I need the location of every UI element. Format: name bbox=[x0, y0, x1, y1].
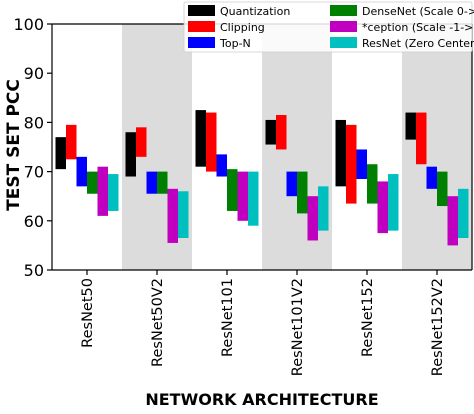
range-bar bbox=[265, 119, 276, 145]
x-tick-label: ResNet101 bbox=[220, 278, 236, 357]
range-bar bbox=[178, 191, 189, 239]
legend-swatch bbox=[330, 5, 357, 16]
y-tick-label: 60 bbox=[24, 212, 44, 231]
range-bar bbox=[276, 115, 287, 150]
shaded-bands bbox=[122, 24, 472, 270]
range-bar bbox=[146, 171, 157, 194]
y-tick-labels: 50 60 70 80 90 100 bbox=[13, 15, 52, 280]
range-bar bbox=[335, 119, 346, 187]
range-bar bbox=[388, 174, 399, 231]
shaded-band bbox=[262, 24, 332, 270]
legend-swatch bbox=[188, 21, 215, 32]
range-bar bbox=[216, 154, 227, 177]
legend: Quantization Clipping Top-N DenseNet (Scale… bbox=[183, 1, 474, 53]
range-bar bbox=[87, 171, 98, 194]
range-bar bbox=[157, 171, 168, 194]
legend-label: Top-N bbox=[219, 37, 251, 50]
range-bar bbox=[195, 110, 206, 167]
y-axis-label: TEST SET PCC bbox=[4, 79, 24, 211]
y-tick-label: 80 bbox=[24, 113, 44, 132]
legend-swatch bbox=[188, 37, 215, 48]
range-bar bbox=[167, 188, 178, 243]
x-tick-labels: ResNet50 ResNet50V2 ResNet101 ResNet101V2 Re… bbox=[80, 270, 446, 376]
range-bar bbox=[426, 166, 437, 189]
range-bar bbox=[237, 171, 248, 221]
x-tick-label: ResNet152 bbox=[360, 278, 376, 357]
range-bar bbox=[76, 156, 87, 187]
y-tick-label: 70 bbox=[24, 163, 44, 182]
range-bar bbox=[97, 166, 108, 216]
range-bar bbox=[416, 112, 427, 165]
legend-label: Quantization bbox=[220, 5, 290, 18]
legend-swatch bbox=[188, 5, 215, 16]
range-bar bbox=[55, 137, 66, 170]
x-tick-label: ResNet50 bbox=[80, 278, 96, 348]
range-bar bbox=[307, 196, 318, 241]
range-bar bbox=[377, 181, 388, 234]
legend-label: *ception (Scale -1->1) bbox=[362, 21, 474, 34]
legend-swatch bbox=[330, 21, 357, 32]
range-bar bbox=[458, 188, 469, 239]
x-tick-label: ResNet101V2 bbox=[290, 278, 306, 376]
range-bar bbox=[447, 196, 458, 246]
range-bar bbox=[356, 149, 367, 179]
range-bar bbox=[248, 171, 259, 226]
legend-label: ResNet (Zero Centered) bbox=[362, 37, 474, 50]
range-bar bbox=[437, 171, 448, 207]
range-bar bbox=[227, 169, 238, 211]
range-bar bbox=[318, 186, 329, 231]
range-bar bbox=[346, 124, 357, 204]
y-tick-label: 100 bbox=[13, 15, 44, 34]
x-tick-label: ResNet50V2 bbox=[150, 278, 166, 367]
range-bar bbox=[286, 171, 297, 197]
range-bar bbox=[297, 171, 308, 214]
y-tick-label: 50 bbox=[24, 261, 44, 280]
bars bbox=[55, 110, 469, 246]
range-bar bbox=[206, 112, 217, 172]
range-bar bbox=[367, 164, 378, 204]
legend-label: Clipping bbox=[220, 21, 265, 34]
legend-label: DenseNet (Scale 0->1) bbox=[362, 5, 474, 18]
legend-box bbox=[183, 1, 473, 53]
range-bar bbox=[66, 124, 77, 160]
legend-swatch bbox=[330, 37, 357, 48]
range-bar bbox=[136, 127, 147, 157]
y-tick-label: 90 bbox=[24, 64, 44, 83]
range-bar bbox=[405, 112, 416, 140]
range-bar bbox=[108, 174, 119, 211]
range-bar bbox=[125, 132, 136, 177]
x-axis-label: NETWORK ARCHITECTURE bbox=[145, 390, 378, 409]
x-tick-label: ResNet152V2 bbox=[430, 278, 446, 376]
